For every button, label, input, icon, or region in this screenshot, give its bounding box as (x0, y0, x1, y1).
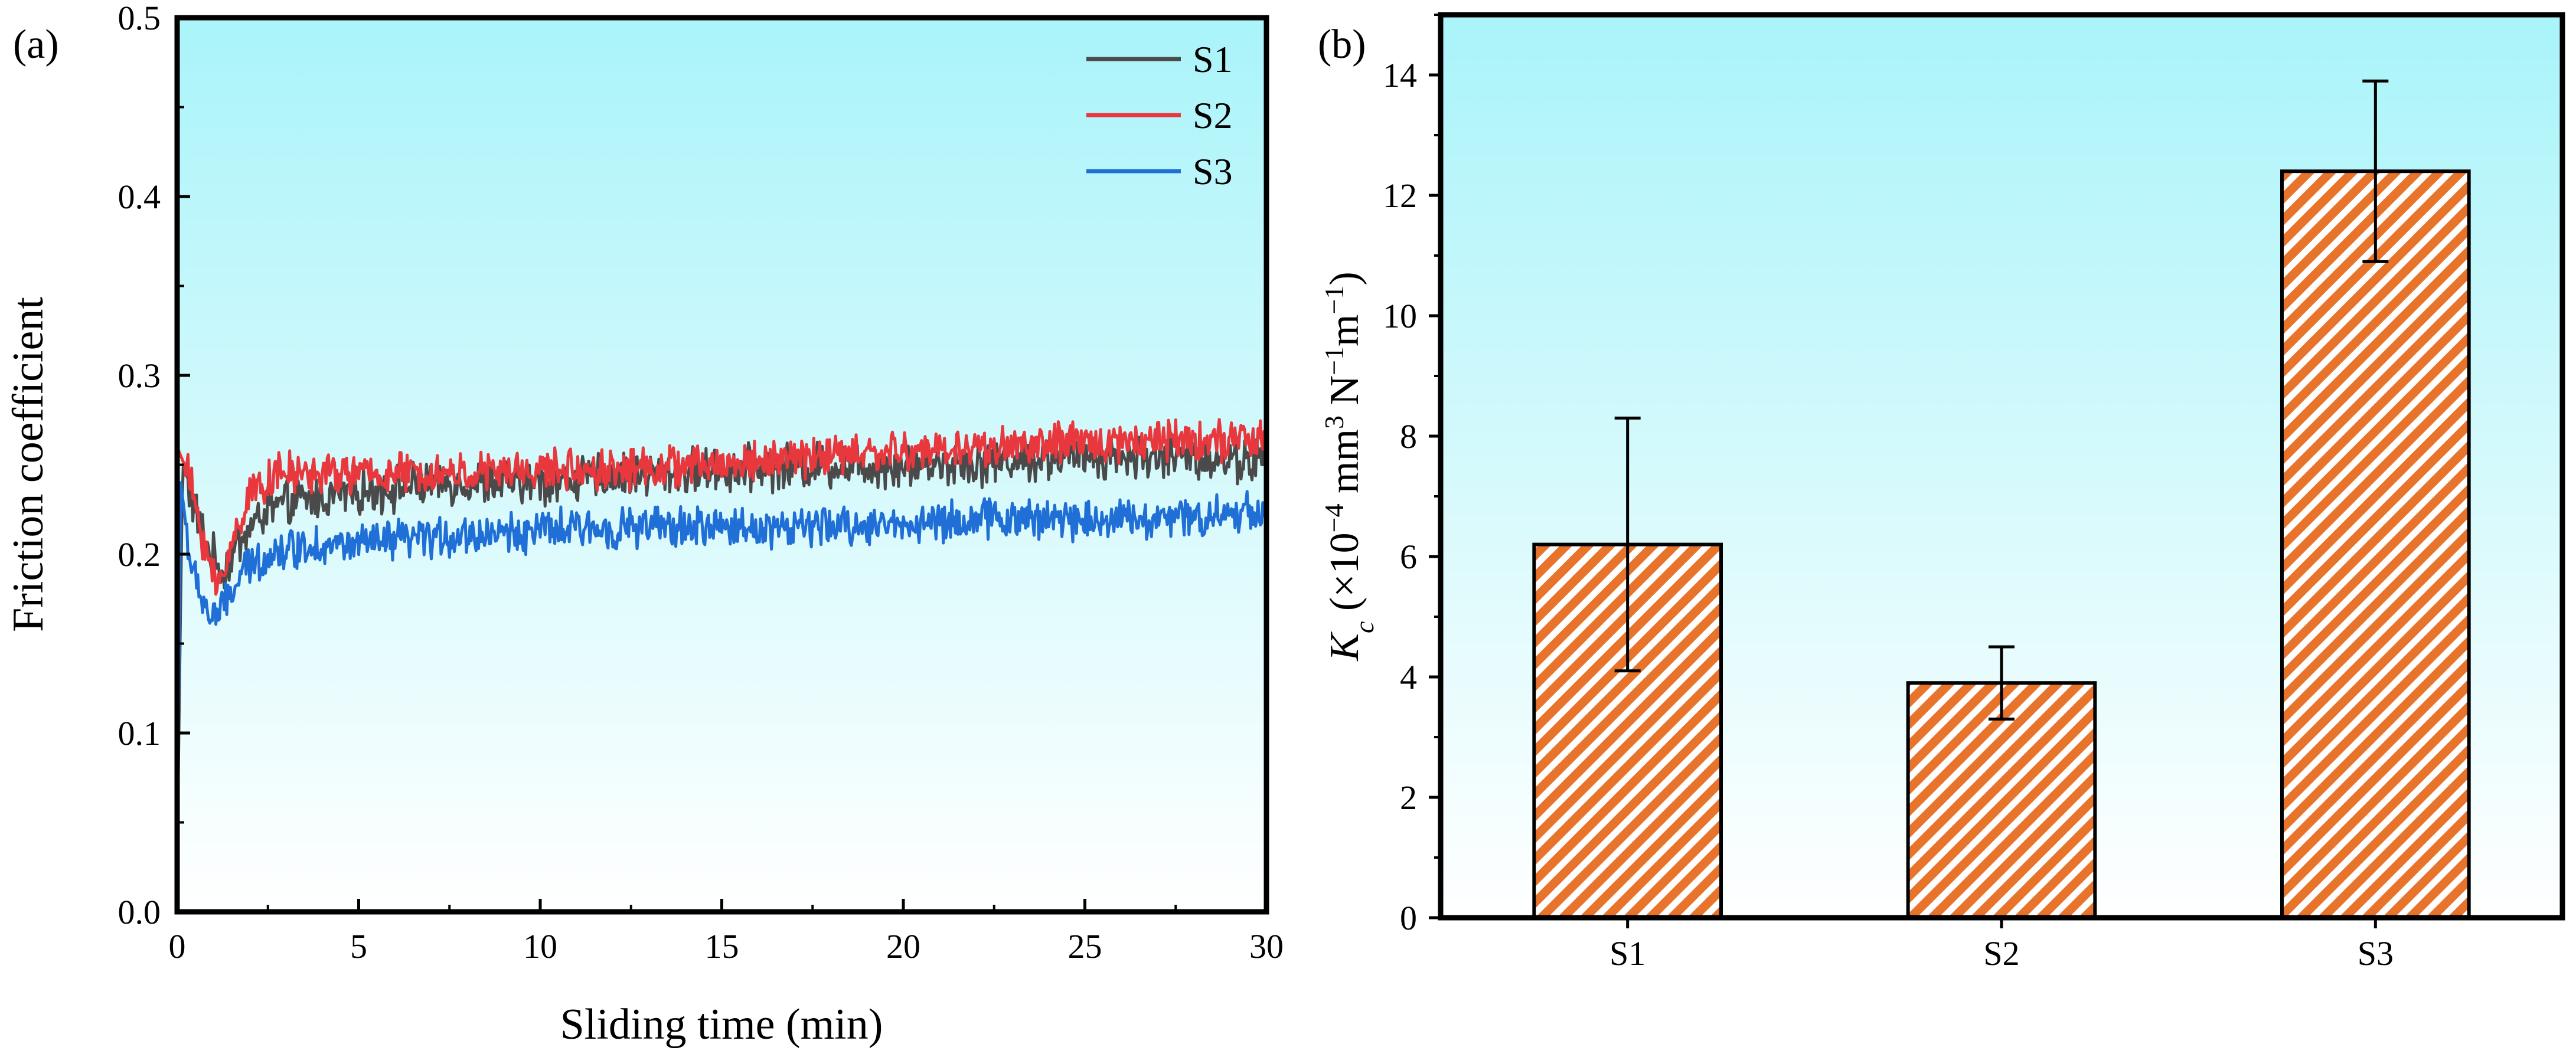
panel-a-x-tick-label: 10 (523, 927, 557, 966)
panel-a-x-tick-label: 25 (1068, 927, 1102, 966)
panel-b-y-tick-label: 12 (1383, 176, 1417, 215)
panel-a-x-tick-label: 20 (886, 927, 920, 966)
panel-a-legend: S1 S2 S3 (1086, 38, 1233, 192)
panel-b-y-tick-label: 2 (1400, 778, 1417, 817)
panel-b-y-tick-label: 0 (1400, 899, 1417, 937)
panel-a-x-tick-label: 15 (705, 927, 739, 966)
panel-a-y-tick-label: 0.5 (118, 0, 161, 37)
series-line-s3 (177, 481, 1266, 859)
panel-b-y-tick-label: 8 (1400, 417, 1417, 456)
panel-b-x-tick-label: S3 (2358, 934, 2394, 973)
panel-a-label: (a) (13, 22, 59, 67)
panel-a-x-tick-label: 0 (169, 927, 186, 966)
panel-a-x-axis-title: Sliding time (min) (560, 1000, 883, 1049)
panel-b-x-tick-label: S1 (1609, 934, 1645, 973)
panel-a-y-tick-label: 0.4 (118, 178, 161, 216)
panel-b-bar-chart: (b) S1 S2 S3 0 2 4 6 8 10 12 14 Kc (×10−4 mm3 N−1m… (1318, 12, 2565, 973)
panel-b-y-tick-label: 6 (1400, 538, 1417, 576)
panel-b-y-tick-label: 4 (1400, 658, 1417, 696)
panel-a-x-tick-label: 30 (1249, 927, 1284, 966)
panel-b-x-tick-label: S2 (1983, 934, 2019, 973)
bar-s3 (2280, 169, 2471, 920)
panel-a-y-tick-label: 0.2 (118, 535, 161, 574)
panel-a-y-tick-label: 0.3 (118, 356, 161, 395)
panel-b-y-tick-label: 14 (1383, 56, 1417, 94)
legend-label-s2: S2 (1193, 94, 1233, 136)
legend-label-s1: S1 (1193, 38, 1233, 80)
panel-a-x-tick-label: 5 (350, 927, 367, 966)
panel-a-y-axis-title: Friction coefficient (4, 297, 53, 632)
panel-b-y-axis-title: Kc (×10−4 mm3 N−1m−1) (1319, 271, 1379, 662)
legend-label-s3: S3 (1193, 150, 1233, 192)
panel-a-y-tick-label: 0.0 (118, 893, 161, 931)
panel-a-y-tick-label: 0.1 (118, 714, 161, 752)
panel-b-y-tick-label: 10 (1383, 297, 1417, 335)
series-line-s2 (177, 418, 1266, 596)
panel-b-label: (b) (1318, 22, 1366, 67)
bar-s2 (1906, 681, 2097, 919)
panel-a-friction-chart: (a) 0 5 10 15 20 25 30 0.0 0.1 0.2 0.3 0.4 0.5 S1 S2… (4, 0, 1284, 1049)
